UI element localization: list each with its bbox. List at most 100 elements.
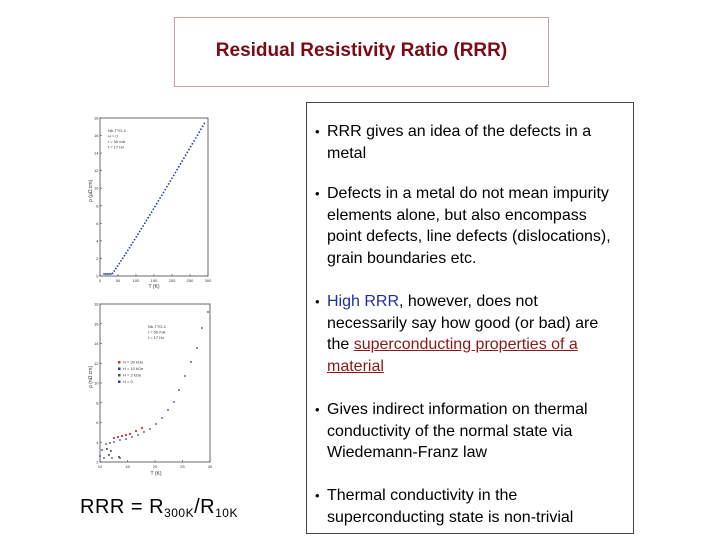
x-tick-label: 30	[208, 464, 213, 469]
bullet-3-text: High RRR, however, does not necessarily …	[315, 291, 619, 377]
bullet-3: • High RRR, however, does not necessaril…	[315, 291, 619, 377]
y-tick-label: 14	[94, 341, 99, 346]
data-point	[131, 436, 133, 438]
y-tick-label: 10	[94, 381, 99, 386]
y-tick-label: 4	[96, 238, 99, 243]
data-point	[173, 401, 175, 403]
bullet-5-text: Thermal conductivity in the superconduct…	[327, 487, 574, 526]
bullet-dot: •	[315, 402, 320, 417]
data-point	[178, 389, 180, 391]
y-tick-label: 2	[96, 460, 99, 465]
data-point	[113, 441, 115, 443]
x-tick-label: 300	[205, 278, 212, 283]
data-point	[177, 165, 180, 168]
bottom-legend-item: H = 10 kOe	[123, 366, 144, 371]
slide-title: Residual Resistivity Ratio (RRR)	[215, 40, 508, 61]
bullet-1: • RRR gives an idea of the defects in a …	[315, 121, 623, 164]
data-point	[147, 216, 150, 219]
x-tick-label: 15	[125, 464, 130, 469]
data-point	[149, 428, 151, 430]
bullet-2: • Defects in a metal do not mean impurit…	[315, 183, 625, 269]
resistivity-plot-top: 18 16 14 12 10 8 6 4 2 0 0 50 100 150 200 250 300 ρ (μΩ…	[88, 112, 218, 290]
data-point-square	[110, 450, 112, 452]
data-point	[169, 180, 172, 182]
x-tick-label: 10	[98, 464, 103, 469]
top-legend-item: f = 17 Hz	[108, 145, 124, 150]
data-point-red	[140, 426, 144, 430]
data-point	[167, 409, 169, 411]
legend-marker	[118, 380, 121, 383]
data-point	[120, 260, 122, 262]
data-point	[181, 160, 184, 162]
data-point	[201, 125, 204, 128]
y-tick-label: 10	[94, 186, 99, 191]
bullet-dot: •	[315, 488, 320, 503]
bullet-5: • Thermal conductivity in the supercondu…	[315, 485, 613, 528]
data-point	[166, 185, 168, 188]
data-point	[155, 423, 157, 425]
x-tick-label: 200	[169, 278, 176, 283]
high-rrr-highlight: High RRR	[327, 293, 400, 310]
x-tick-label: 20	[153, 464, 158, 469]
data-point	[128, 246, 131, 249]
bullet-dot: •	[315, 124, 320, 139]
sc-properties-underline: superconducting properties of a material	[327, 336, 578, 375]
x-tick-label: 25	[180, 464, 185, 469]
data-point	[159, 197, 161, 199]
data-point	[152, 208, 155, 211]
data-point	[137, 233, 139, 236]
bullet-1-text: RRR gives an idea of the defects in a me…	[327, 123, 592, 162]
data-point	[103, 457, 105, 459]
data-point	[194, 137, 197, 139]
top-legend-item: Nb-TTO-1	[108, 128, 127, 133]
formula-sub-10k: 10K	[215, 506, 238, 520]
data-point	[115, 267, 117, 270]
data-point	[123, 254, 126, 257]
data-point	[109, 442, 111, 444]
top-ylabel: ρ (μΩ.cm)	[88, 179, 94, 202]
data-point	[145, 219, 148, 222]
data-point	[130, 244, 133, 246]
bottom-legend-item: H = 0	[123, 379, 133, 384]
top-xlabel: T (K)	[148, 284, 159, 290]
x-tick-label: 150	[151, 278, 158, 283]
x-tick-label: 250	[187, 278, 194, 283]
resistivity-plot-bottom: 18 16 14 12 10 8 6 4 2 10 15 20 25 30 ρ (nΩ.cm) T (K…	[88, 298, 222, 478]
bullet-3-mid: , however, does not necessarily say how …	[327, 293, 599, 353]
data-point	[196, 347, 198, 349]
data-point	[138, 230, 141, 233]
bottom-legend-header: I = 50 mA	[148, 330, 166, 335]
data-point	[190, 361, 192, 363]
data-point	[164, 188, 167, 191]
data-point	[133, 238, 136, 241]
data-point	[103, 273, 105, 275]
data-point	[155, 202, 158, 205]
bottom-xlabel: T (K)	[150, 471, 161, 477]
x-tick-label: 100	[133, 278, 140, 283]
data-point	[116, 265, 119, 267]
bottom-ylabel: ρ (nΩ.cm)	[88, 366, 94, 388]
top-legend-item: I = 50 mA	[108, 139, 126, 144]
data-point-red	[120, 434, 124, 438]
bullet-4-text: Gives indirect information on thermal co…	[327, 401, 588, 461]
x-tick-label: 50	[116, 278, 121, 283]
y-tick-label: 4	[96, 440, 99, 445]
data-point	[184, 154, 187, 157]
data-point-square	[108, 454, 110, 456]
data-point	[150, 211, 153, 213]
y-tick-label: 8	[96, 400, 99, 405]
data-point	[111, 272, 114, 275]
formula-lhs: RRR = R	[80, 496, 165, 518]
data-point	[154, 205, 156, 208]
data-point	[198, 131, 201, 134]
data-point	[143, 431, 145, 433]
title-box: Residual Resistivity Ratio (RRR)	[174, 17, 549, 87]
bullet-dot: •	[315, 186, 320, 201]
data-point	[121, 257, 124, 260]
data-point	[125, 438, 127, 440]
data-point	[119, 439, 121, 441]
data-point	[109, 273, 112, 275]
data-point	[142, 225, 144, 227]
formula-sub-300k: 300K	[164, 506, 195, 520]
bottom-legend-item: H = 2 kOe	[123, 373, 142, 378]
